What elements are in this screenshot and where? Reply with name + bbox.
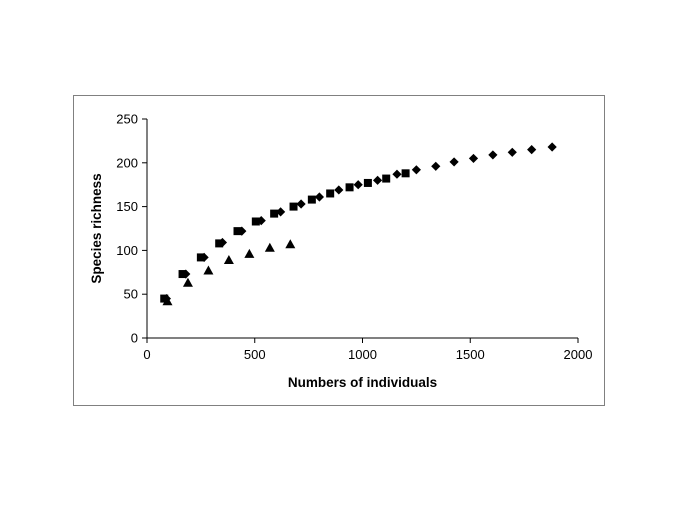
data-point-triangle	[182, 277, 193, 287]
data-point-diamond	[276, 207, 286, 217]
data-point-diamond	[468, 153, 479, 164]
data-point-triangle	[244, 248, 255, 258]
data-point-diamond	[431, 161, 441, 171]
data-point-diamond	[314, 192, 324, 202]
axes	[142, 118, 579, 343]
data-point-diamond	[296, 199, 306, 209]
data-point-diamond	[411, 165, 421, 175]
x-tick-label: 500	[244, 347, 266, 362]
x-tick-label: 1000	[348, 347, 377, 362]
data-point-diamond	[372, 175, 383, 185]
y-tick-label: 100	[116, 243, 138, 258]
data-point-square	[215, 239, 224, 248]
data-points	[160, 142, 557, 306]
y-tick-label: 0	[131, 331, 138, 346]
data-point-diamond	[449, 157, 459, 167]
x-tick-label: 1500	[456, 347, 485, 362]
data-point-triangle	[264, 242, 275, 252]
data-point-diamond	[527, 145, 537, 155]
y-tick-label: 150	[116, 199, 138, 214]
data-point-square	[160, 294, 169, 303]
data-point-square	[345, 183, 354, 192]
y-tick-label: 50	[124, 287, 138, 302]
series-triangle	[162, 239, 296, 306]
data-point-triangle	[162, 296, 173, 306]
data-point-triangle	[223, 255, 234, 265]
x-tick-label: 0	[143, 347, 150, 362]
data-point-diamond	[392, 169, 402, 179]
x-axis-title: Numbers of individuals	[288, 375, 437, 390]
data-point-square	[401, 169, 410, 178]
y-axis-title: Species richness	[89, 173, 104, 283]
data-point-triangle	[285, 239, 296, 249]
data-point-diamond	[547, 142, 557, 152]
series-square	[160, 169, 410, 303]
tick-labels: 0 50 100 150 200 250 0 500 1000 1500 2000	[116, 112, 592, 363]
chart-frame	[73, 95, 605, 406]
data-point-square	[363, 178, 372, 187]
series-diamond	[161, 142, 557, 304]
data-point-square	[307, 195, 316, 204]
x-tick-label: 2000	[564, 347, 593, 362]
data-point-square	[251, 217, 260, 226]
data-point-square	[196, 253, 205, 262]
data-point-triangle	[203, 265, 214, 275]
data-point-square	[270, 209, 279, 218]
data-point-diamond	[353, 180, 363, 190]
data-point-square	[326, 189, 335, 198]
y-tick-label: 200	[116, 155, 138, 170]
data-point-square	[178, 270, 187, 279]
data-point-diamond	[256, 216, 266, 226]
data-point-square	[289, 202, 298, 211]
y-tick-label: 250	[116, 112, 138, 127]
data-point-diamond	[334, 185, 344, 195]
data-point-diamond	[488, 150, 498, 160]
data-point-square	[233, 227, 242, 236]
data-point-square	[382, 174, 391, 183]
data-point-diamond	[507, 147, 517, 157]
